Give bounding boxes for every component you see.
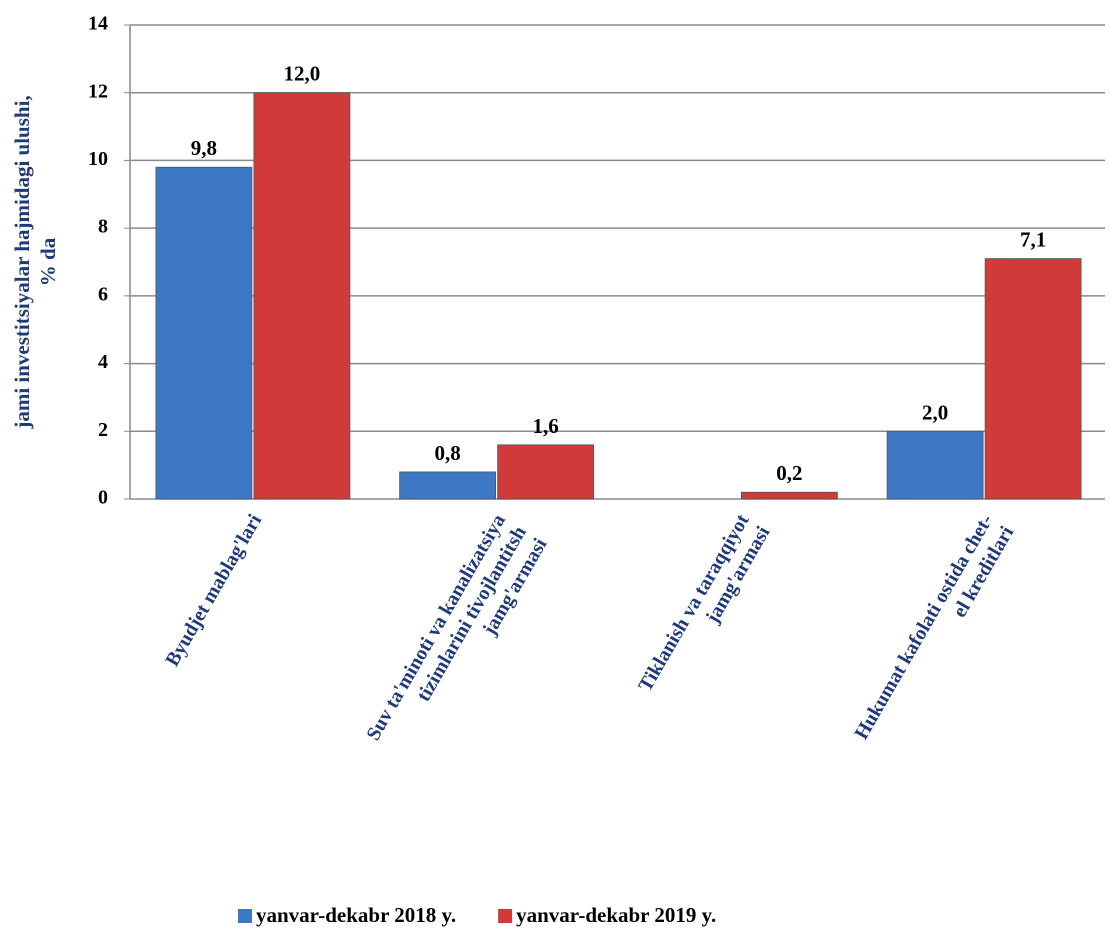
value-label: 2,0 xyxy=(922,400,948,424)
value-label: 9,8 xyxy=(191,136,217,160)
value-label: 0,8 xyxy=(435,441,461,465)
x-tick-label: Hukumat kafolati ostida chet-el kreditla… xyxy=(850,510,1018,755)
value-label: 12,0 xyxy=(284,62,321,86)
bar xyxy=(984,258,1082,500)
legend-label: yanvar-dekabr 2018 y. xyxy=(256,903,456,927)
legend-swatch xyxy=(238,909,252,923)
bar xyxy=(399,471,497,500)
y-tick-label: 8 xyxy=(98,216,108,238)
bar xyxy=(253,92,351,500)
bar xyxy=(886,430,984,500)
bar xyxy=(740,491,838,500)
y-tick-label: 6 xyxy=(98,283,108,305)
bar xyxy=(497,444,595,500)
value-label: 7,1 xyxy=(1020,228,1046,252)
value-label: 0,2 xyxy=(776,461,802,485)
y-tick-label: 4 xyxy=(98,351,108,373)
y-tick-label: 10 xyxy=(88,148,108,170)
y-tick-label: 12 xyxy=(88,80,108,102)
legend-label: yanvar-dekabr 2019 y. xyxy=(516,903,716,927)
y-tick-label: 0 xyxy=(98,487,108,509)
legend-swatch xyxy=(498,909,513,923)
y-axis-label: jami investitsiyalar hajmidagi ulushi,% … xyxy=(10,95,60,429)
y-tick-label: 14 xyxy=(88,13,108,35)
y-tick-label: 2 xyxy=(98,419,108,441)
x-tick-label: Tiklanish va taraqqiyotjamg'armasi xyxy=(634,510,774,707)
value-label: 1,6 xyxy=(533,414,559,438)
x-tick-label: Byudjet mablag'lari xyxy=(161,510,266,670)
x-tick-label: Suv ta'minoti va kanalizatsiyatizimlarin… xyxy=(362,510,551,768)
bar xyxy=(155,166,253,500)
